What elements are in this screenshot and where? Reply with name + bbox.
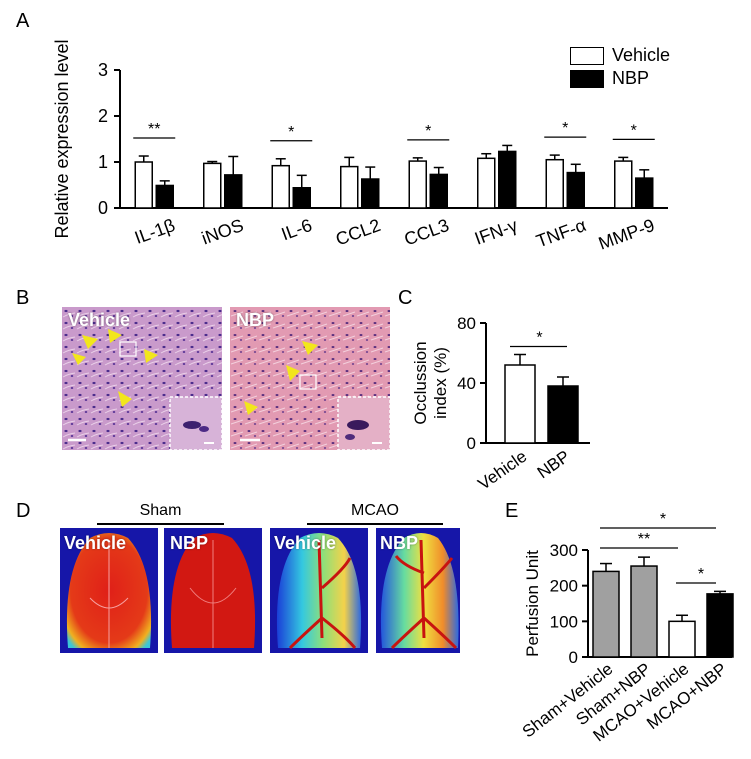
bar-a-nbp <box>635 177 654 209</box>
sig-label-a: ** <box>148 121 160 138</box>
category-label-c: Vehicle <box>474 447 530 494</box>
axis-label-a-y: Relative expression level <box>52 39 72 238</box>
category-label-a: CCL3 <box>402 215 452 250</box>
category-label-a: IFN-γ <box>472 215 520 249</box>
mcao-bracket-line <box>307 523 443 525</box>
histology-nbp-image <box>230 307 391 451</box>
sham-bracket-line <box>97 523 224 525</box>
bar-a-vehicle <box>545 158 564 209</box>
bar-a-nbp <box>498 150 517 209</box>
bar-a-nbp <box>566 171 585 209</box>
sig-label-e: ** <box>638 531 650 548</box>
perfusion-label-mcao-nbp: NBP <box>380 533 419 553</box>
sig-label-a: * <box>288 124 294 141</box>
axis-label-c-y-line2: index (%) <box>431 347 450 419</box>
panel-letter-d: D <box>16 500 31 522</box>
category-label-a: IL-6 <box>279 215 315 244</box>
histology-nbp-label: NBP <box>236 310 275 330</box>
sig-label-e: * <box>660 511 666 528</box>
sig-label-e: * <box>698 566 704 583</box>
legend-nbp: NBP <box>570 68 649 89</box>
tick-label-e-y: 300 <box>550 541 578 560</box>
histology-vehicle-label: Vehicle <box>68 310 131 330</box>
bar-e <box>630 565 658 658</box>
mcao-label: MCAO <box>351 502 399 519</box>
category-label-a: CCL2 <box>333 215 383 250</box>
category-label-a: iNOS <box>199 215 246 249</box>
category-label-c: NBP <box>534 447 574 483</box>
category-label-a: TNF-α <box>533 215 588 251</box>
sham-label: Sham <box>139 502 182 519</box>
category-label-a: IL-1β <box>132 215 178 248</box>
axis-label-e-y: Perfusion Unit <box>523 550 542 657</box>
bar-a-vehicle <box>134 161 153 209</box>
bar-a-vehicle <box>340 165 359 209</box>
sig-label-a: * <box>562 120 568 137</box>
legend-swatch-nbp <box>570 69 604 88</box>
bar-a-nbp <box>292 187 311 209</box>
legend-vehicle: Vehicle <box>570 45 670 66</box>
tick-label-c-y: 40 <box>457 374 476 393</box>
tick-label-c-y: 0 <box>467 434 476 453</box>
tick-label-a-y: 1 <box>98 152 108 172</box>
panel-letter-a: A <box>16 10 30 32</box>
tick-label-e-y: 200 <box>550 577 578 596</box>
bar-a-vehicle <box>408 160 427 209</box>
bar-a-nbp <box>361 178 380 209</box>
panel-letter-b: B <box>16 287 30 309</box>
tick-label-a-y: 3 <box>98 60 108 80</box>
bar-a-vehicle <box>271 164 290 209</box>
tick-label-a-y: 2 <box>98 106 108 126</box>
bar-e <box>668 620 696 658</box>
tick-label-e-y: 100 <box>550 612 578 631</box>
legend-label-vehicle: Vehicle <box>612 45 671 65</box>
tick-label-a-y: 0 <box>98 198 108 218</box>
category-label-a: MMP-9 <box>596 215 657 254</box>
bar-c-nbp <box>547 385 579 444</box>
bar-c-vehicle <box>504 364 536 444</box>
sig-label-c: * <box>536 330 542 347</box>
bar-a-nbp <box>224 174 243 209</box>
perfusion-label-sham-vehicle: Vehicle <box>64 533 127 553</box>
histology-vehicle-image <box>62 307 223 451</box>
legend-swatch-vehicle <box>570 46 604 65</box>
legend-label-nbp: NBP <box>612 68 650 88</box>
axis-label-c-y-line1: Occlussion <box>411 341 430 424</box>
bar-a-vehicle <box>477 157 496 209</box>
bar-a-vehicle <box>203 162 222 209</box>
tick-label-c-y: 80 <box>457 314 476 333</box>
sig-label-a: * <box>631 122 637 139</box>
panel-letter-e: E <box>505 500 519 522</box>
bar-e <box>706 593 734 658</box>
bar-a-nbp <box>155 184 174 209</box>
bar-e <box>592 570 620 658</box>
perfusion-label-mcao-vehicle: Vehicle <box>274 533 337 553</box>
perfusion-label-sham-nbp: NBP <box>170 533 209 553</box>
panel-letter-c: C <box>398 287 413 309</box>
sig-label-a: * <box>425 123 431 140</box>
tick-label-e-y: 0 <box>569 648 578 667</box>
perfusion-images <box>60 528 460 653</box>
bar-a-nbp <box>429 173 448 209</box>
bar-a-vehicle <box>614 160 633 209</box>
